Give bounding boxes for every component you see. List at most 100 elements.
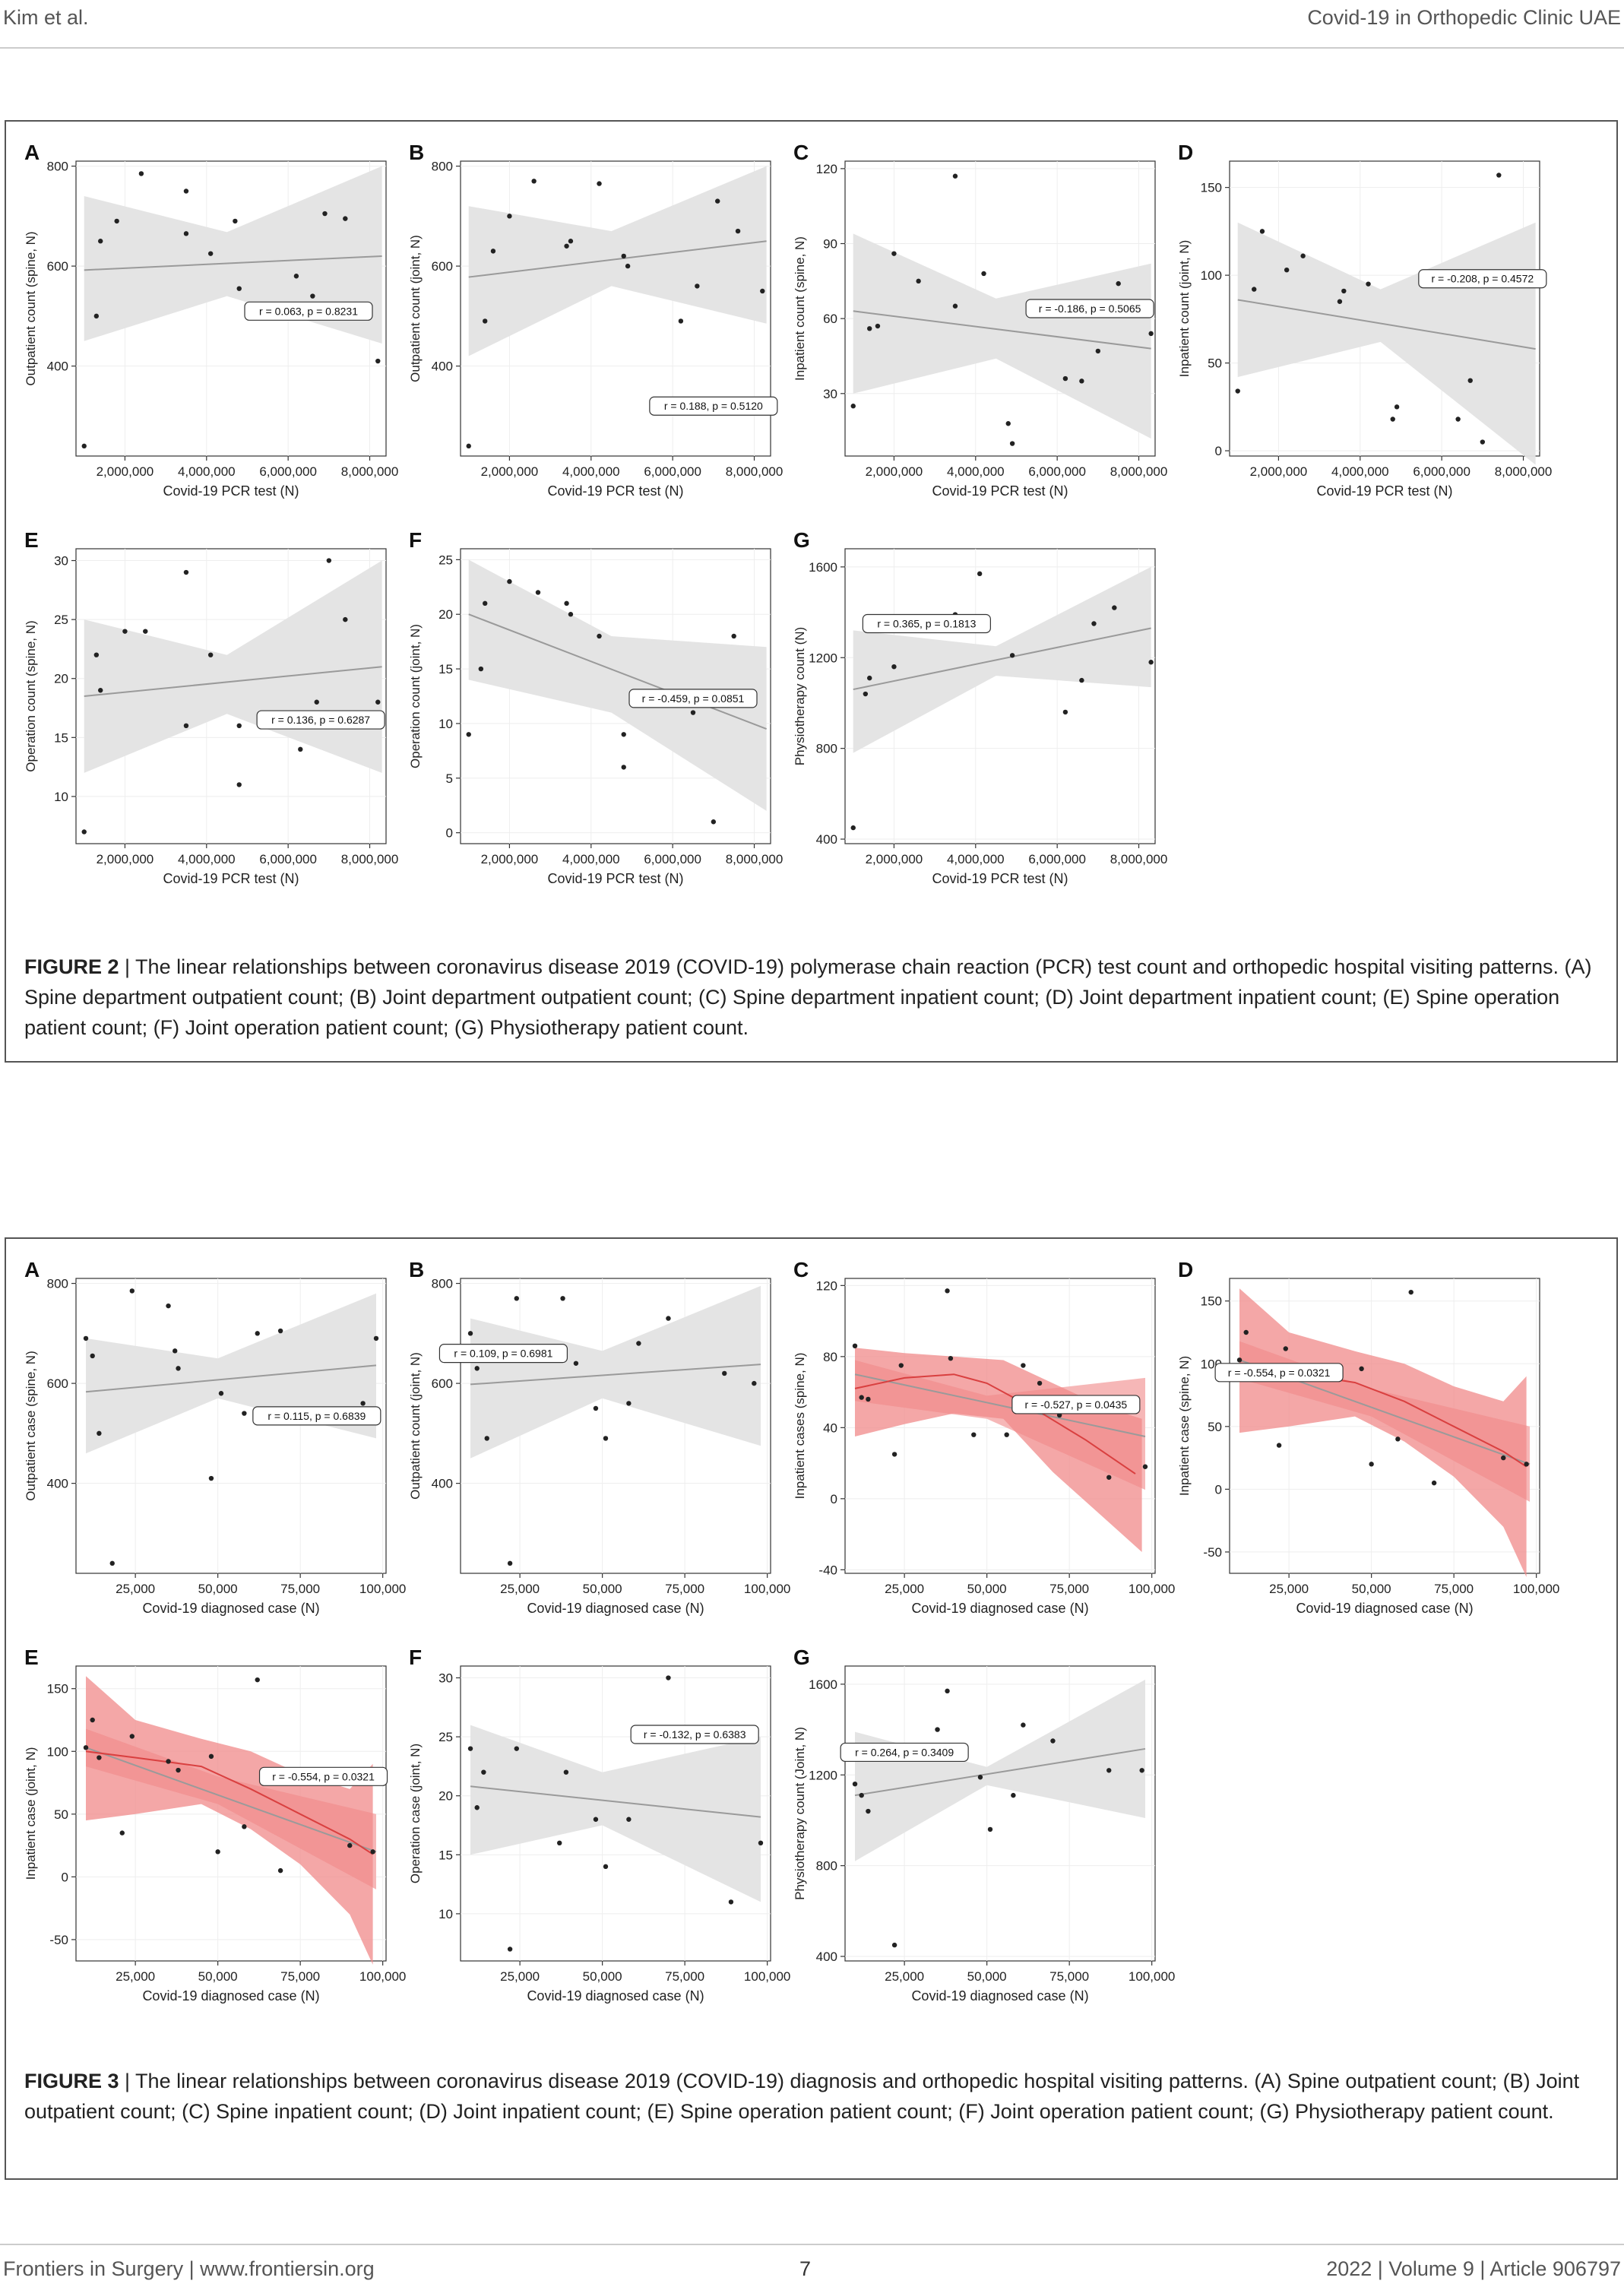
stats-annotation: r = -0.208, p = 0.4572: [1432, 273, 1534, 285]
data-point: [122, 629, 128, 634]
data-point: [375, 358, 381, 364]
data-point: [514, 1746, 519, 1751]
x-tick-label: 100,000: [1129, 1582, 1175, 1596]
data-point: [859, 1395, 864, 1400]
y-axis-title: Inpatient count (spine, N): [793, 236, 807, 381]
data-point: [83, 1745, 89, 1750]
regression-line: [470, 1785, 761, 1818]
data-point: [977, 1775, 983, 1780]
data-point: [129, 1288, 135, 1294]
panel-label: D: [1178, 1258, 1193, 1281]
y-tick-label: -40: [818, 1563, 837, 1577]
panel-label: F: [409, 1646, 422, 1669]
data-point: [1142, 1464, 1148, 1469]
data-point: [277, 1328, 283, 1334]
x-tick-label: 6,000,000: [644, 852, 701, 866]
data-point: [1009, 653, 1015, 658]
data-point: [236, 723, 242, 728]
y-tick-label: 10: [54, 790, 68, 804]
y-tick-label: 0: [446, 826, 453, 841]
journal-link[interactable]: Frontiers in Surgery | www.frontiersin.o…: [3, 2257, 375, 2280]
data-point: [293, 274, 299, 279]
data-point: [1455, 417, 1461, 422]
y-tick-label: 1200: [809, 651, 837, 665]
stats-annotation-box: [1011, 1395, 1141, 1414]
x-tick-label: 100,000: [744, 1969, 790, 1984]
data-point: [1062, 375, 1068, 382]
scatter-plot-svg: C 25,000 50,000 75,000 100,000 -40 0 40 80 120 Cov…: [793, 1258, 1175, 1616]
figure-2-label: FIGURE 2: [24, 955, 119, 978]
x-axis-title: Covid-19 diagnosed case (N): [1296, 1601, 1473, 1616]
data-point: [1011, 1792, 1016, 1798]
chart-f2b: B 2,000,000 4,000,000 6,000,000 8,000,000 400…: [406, 141, 786, 526]
data-point: [277, 1867, 283, 1874]
data-point: [507, 1946, 513, 1952]
stats-annotation-box: [630, 1725, 759, 1744]
data-point: [93, 313, 100, 319]
data-point: [1112, 605, 1117, 610]
x-tick-label: 100,000: [359, 1969, 406, 1984]
data-point: [81, 829, 87, 835]
data-point: [1366, 281, 1371, 287]
data-point: [1390, 417, 1395, 422]
regression-line: [854, 1373, 1146, 1438]
chart-f3e: E 25,000 50,000 75,000 100,000 -50 0 50 100 150 Co…: [21, 1646, 406, 2031]
chart-f3d: D 25,000 50,000 75,000 100,000 -50 0 50 100 150 Co…: [1175, 1258, 1559, 1643]
data-point: [711, 819, 717, 825]
data-point: [183, 231, 189, 236]
data-point: [1021, 1363, 1026, 1368]
x-tick-label: 25,000: [500, 1582, 540, 1596]
stats-annotation-box: [649, 396, 778, 416]
data-point: [1395, 1437, 1401, 1442]
figure-2-caption: FIGURE 2 | The linear relationships betw…: [24, 952, 1597, 1043]
x-tick-label: 6,000,000: [259, 464, 317, 479]
data-point: [176, 1767, 181, 1773]
data-point: [343, 616, 348, 622]
data-point: [603, 1436, 609, 1441]
x-tick-label: 25,000: [885, 1582, 924, 1596]
stats-annotation: r = -0.132, p = 0.6383: [644, 1728, 746, 1741]
y-tick-label: 400: [432, 360, 453, 374]
y-tick-label: 400: [47, 360, 68, 374]
data-point: [952, 173, 958, 179]
panel-label: B: [409, 1258, 424, 1281]
stats-annotation-box: [1025, 299, 1154, 318]
confidence-band: [468, 559, 767, 811]
x-tick-label: 75,000: [1049, 1582, 1089, 1596]
scatter-plot-svg: G 2,000,000 4,000,000 6,000,000 8,000,000 400…: [793, 528, 1167, 886]
data-point: [1079, 379, 1084, 384]
data-point: [1062, 709, 1068, 715]
data-point: [1283, 1346, 1288, 1351]
y-tick-label: 0: [831, 1492, 837, 1506]
x-tick-label: 75,000: [280, 1582, 320, 1596]
data-point: [183, 723, 189, 728]
data-point: [557, 1840, 562, 1845]
stats-annotation-box: [628, 689, 758, 708]
regression-line: [853, 310, 1151, 350]
stats-annotation: r = 0.136, p = 0.6287: [271, 714, 370, 726]
y-tick-label: 1600: [809, 1677, 837, 1692]
figure-3: A 25,000 50,000 75,000 100,000 400 600 800 Covid…: [5, 1237, 1618, 2180]
y-tick-label: 50: [1208, 1420, 1222, 1434]
y-tick-label: 90: [823, 237, 837, 252]
x-tick-label: 50,000: [583, 1582, 622, 1596]
x-tick-label: 50,000: [198, 1969, 238, 1984]
stats-annotation-box: [840, 1742, 969, 1763]
data-point: [898, 1363, 904, 1368]
data-point: [1394, 404, 1400, 410]
data-point: [1276, 1443, 1282, 1448]
x-tick-label: 100,000: [744, 1582, 790, 1596]
y-tick-label: 0: [62, 1870, 68, 1884]
loess-band: [86, 1676, 373, 1965]
x-tick-label: 75,000: [1434, 1582, 1474, 1596]
y-tick-label: 120: [816, 1278, 837, 1293]
regression-line: [84, 255, 382, 271]
y-tick-label: 20: [438, 607, 453, 622]
data-point: [138, 171, 144, 176]
data-point: [176, 1366, 181, 1371]
confidence-band: [468, 166, 767, 356]
data-point: [971, 1432, 977, 1437]
stats-annotation: r = -0.554, p = 0.0321: [272, 1770, 375, 1782]
scatter-plot-svg: E 2,000,000 4,000,000 6,000,000 8,000,000 10 1…: [24, 528, 398, 886]
y-tick-label: 120: [816, 162, 837, 176]
